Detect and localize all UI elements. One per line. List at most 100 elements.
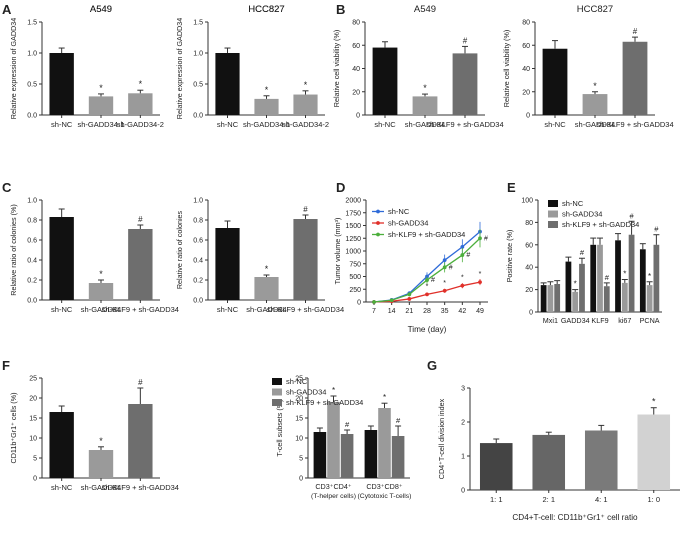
y-tick-label: 15 <box>295 416 303 423</box>
bar <box>49 53 74 115</box>
x-tick-label: 21 <box>405 308 413 315</box>
y-tick-label: 40 <box>352 66 360 73</box>
x-tick-label: 42 <box>458 308 466 315</box>
data-point <box>460 245 465 249</box>
significance-mark: * <box>99 269 103 279</box>
x-tick-label: 49 <box>476 308 484 315</box>
y-tick-label: 0 <box>461 488 465 495</box>
significance-mark: * <box>426 283 429 290</box>
significance-mark: * <box>593 81 597 91</box>
x-tick-label: sh-GADD34 <box>575 120 615 129</box>
significance-mark: * <box>332 386 335 395</box>
significance-mark: * <box>461 275 464 282</box>
data-point <box>425 278 429 282</box>
bar <box>572 291 579 312</box>
x-tick-label: sh-KLF9 + sh-GADD34 <box>102 483 179 492</box>
y-tick-label: 20 <box>522 89 530 96</box>
legend-swatch <box>272 399 282 406</box>
bar <box>254 277 279 300</box>
chart-title: A549 <box>90 4 112 15</box>
y-tick-label: 0.8 <box>27 218 37 225</box>
y-tick-label: 25 <box>295 376 303 383</box>
bar <box>128 93 153 115</box>
chart-title: A549 <box>90 4 112 15</box>
data-point <box>442 265 447 270</box>
x-tick-label: PCNA <box>640 316 660 325</box>
charts-layer: 0.0 0.5 1.0 1.5 Relative expression of GADD3… <box>9 4 680 522</box>
bar <box>128 229 153 300</box>
significance-mark: # <box>580 248 585 257</box>
data-point <box>389 298 394 303</box>
x-tick-label: sh-GADD34-1 <box>243 120 290 129</box>
significance-mark: # <box>633 27 638 36</box>
y-tick-label: 1.0 <box>193 198 203 205</box>
chart-title: HCC827 <box>577 4 613 15</box>
y-tick-label: 100 <box>521 198 533 205</box>
significance-mark: # <box>463 36 468 45</box>
y-tick-label: 10 <box>29 436 37 443</box>
y-tick-label: 40 <box>522 66 530 73</box>
y-tick-label: 15 <box>29 416 37 423</box>
legend-swatch <box>272 388 282 396</box>
significance-mark: # <box>138 215 143 224</box>
significance-mark: * <box>99 83 103 93</box>
x-tick-label: GADD34 <box>561 316 590 325</box>
y-tick-label: 0.5 <box>193 82 203 89</box>
y-tick-label: 0.6 <box>193 238 203 245</box>
bar <box>615 240 621 312</box>
significance-mark: * <box>574 280 577 289</box>
bar <box>622 41 648 116</box>
data-point <box>442 288 447 293</box>
y-tick-label: 10 <box>295 436 303 443</box>
significance-mark: # <box>654 225 659 234</box>
bar <box>628 234 635 312</box>
x-tick-label: sh-GADD34 <box>246 305 286 314</box>
data-point <box>478 280 482 285</box>
bar <box>412 96 438 115</box>
legend-label: sh-GADD34 <box>388 219 428 228</box>
bar <box>340 434 354 478</box>
legend-label: sh-NC <box>562 199 584 208</box>
chart-e: 0 20 40 60 80 100 Positive rate (%) Mxi1 * # GADD3… <box>505 198 662 325</box>
legend-swatch <box>548 200 558 207</box>
legend-label: sh-KLF9 + sh-GADD34 <box>562 220 639 229</box>
x-tick-label: 4: 1 <box>595 495 608 504</box>
y-tick-label: 0 <box>526 113 530 120</box>
x-tick-sublabel: (T-helper cells) <box>311 493 356 500</box>
significance-mark: * <box>479 271 482 278</box>
significance-mark: * <box>623 270 626 279</box>
y-tick-label: 1.5 <box>27 20 37 27</box>
legend-marker <box>376 221 380 225</box>
bar <box>603 286 610 312</box>
bar <box>621 282 628 312</box>
significance-mark: * <box>99 436 103 446</box>
chart-a1: 0.0 0.5 1.0 1.5 Relative expression of GADD3… <box>9 4 164 129</box>
chart-f1: 0 5 10 15 20 25 CD11b⁺Gr1⁺ cells (%) sh-NC * sh-G… <box>9 376 179 493</box>
y-tick-label: 500 <box>349 274 361 281</box>
y-tick-label: 60 <box>522 43 530 50</box>
y-tick-label: 0.0 <box>27 113 37 120</box>
significance-mark: # <box>303 205 308 214</box>
bar <box>128 404 153 478</box>
chart-d: 0 250 500 750 1000 1250 1500 1750 2000 Tumor volu… <box>333 198 488 335</box>
y-tick-label: 1.0 <box>193 51 203 58</box>
y-axis-label: CD4⁺T-cell division index <box>437 398 446 479</box>
x-tick-label: sh-GADD34-2 <box>282 120 329 129</box>
significance-mark: # <box>345 420 350 429</box>
bar <box>364 430 378 478</box>
x-tick-sublabel: (Cytotoxic T-cells) <box>358 493 412 500</box>
data-point <box>442 258 447 263</box>
y-tick-label: 0.5 <box>27 82 37 89</box>
bar <box>542 48 568 115</box>
y-axis-label: CD11b⁺Gr1⁺ cells (%) <box>9 393 18 464</box>
bar <box>540 285 547 312</box>
legend-label: sh-GADD34 <box>286 388 326 397</box>
bar <box>579 263 585 312</box>
legend-marker <box>376 232 380 237</box>
legend-label: sh-GADD34 <box>562 210 602 219</box>
bar <box>327 402 340 478</box>
legend: sh-NC sh-GADD34 sh-KLF9 + sh-GADD34 <box>372 207 465 239</box>
bar <box>313 432 327 478</box>
x-tick-label: sh-NC <box>51 305 73 314</box>
y-tick-label: 0.4 <box>27 258 37 265</box>
